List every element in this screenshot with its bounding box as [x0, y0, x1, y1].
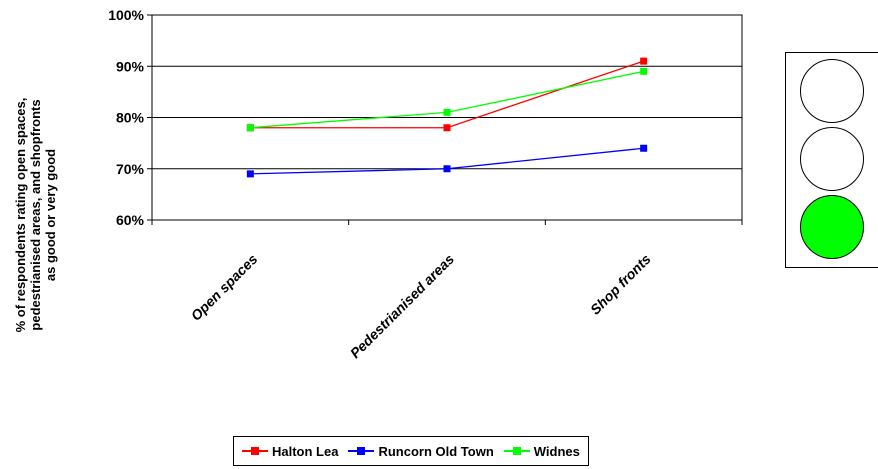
data-point-widnes — [443, 108, 451, 116]
y-axis-title: % of respondents rating open spaces,pede… — [13, 98, 58, 333]
y-tick-labels: 60% 70% 80% 90% 100% — [108, 7, 144, 228]
legend-swatch — [242, 446, 268, 456]
legend-entry: Halton Lea — [242, 444, 338, 459]
legend-entry: Widnes — [503, 443, 580, 459]
y-tick-label: 60% — [116, 212, 145, 228]
legend-label: Widnes — [533, 443, 580, 459]
traffic-light-top — [800, 59, 864, 123]
legend-swatch — [503, 446, 530, 456]
legend: Halton Lea Runcorn Old Town Widnes — [233, 436, 589, 466]
y-axis-label: % of respondents rating open spaces,pede… — [13, 98, 58, 333]
data-point-runcorn-old-town — [443, 165, 451, 173]
x-tick-label: Open spaces — [188, 251, 261, 324]
legend-label: Halton Lea — [272, 443, 339, 459]
series-group — [246, 57, 648, 178]
x-tick-label: Shop fronts — [587, 251, 654, 318]
y-tick-label: 70% — [116, 161, 145, 177]
x-tick-labels: Open spaces Pedestrianised areas Shop fron… — [188, 251, 654, 362]
axes — [147, 14, 743, 225]
data-point-runcorn-old-town — [640, 144, 648, 152]
gridlines — [152, 14, 742, 170]
legend-label: Runcorn Old Town — [378, 443, 494, 459]
legend-entry: Runcorn Old Town — [348, 443, 494, 459]
data-point-runcorn-old-town — [246, 170, 254, 178]
y-tick-label: 90% — [116, 58, 145, 74]
traffic-light-bottom — [800, 195, 864, 259]
data-point-widnes — [246, 124, 254, 132]
data-point-widnes — [640, 67, 648, 75]
traffic-light-middle — [800, 127, 864, 191]
series-line-widnes — [250, 70, 644, 129]
data-point-halton-lea — [640, 57, 648, 65]
legend-swatch — [348, 446, 375, 456]
y-tick-label: 100% — [108, 7, 144, 23]
y-tick-label: 80% — [116, 110, 145, 126]
traffic-light-indicator — [785, 52, 878, 268]
x-tick-label: Pedestrianised areas — [347, 251, 458, 362]
data-point-halton-lea — [443, 124, 451, 132]
